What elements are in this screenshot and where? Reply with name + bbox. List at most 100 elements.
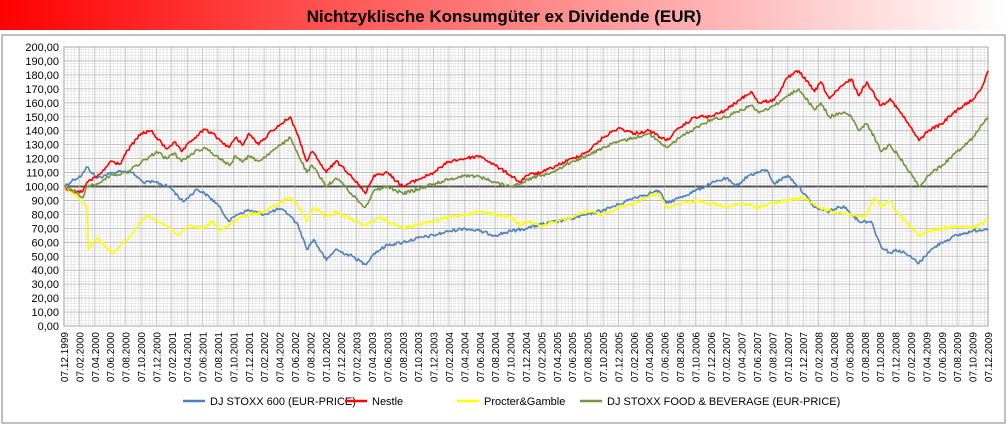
x-tick-label: 07.12.2008 <box>892 332 903 382</box>
x-tick-label: 07.04.2005 <box>553 332 564 382</box>
y-tick-label: 170,00 <box>25 84 59 96</box>
x-tick-label: 07.02.2004 <box>445 332 456 382</box>
x-tick-label: 07.08.2002 <box>306 332 317 382</box>
x-tick-label: 07.12.2002 <box>337 332 348 382</box>
x-tick-label: 07.02.2002 <box>260 332 271 382</box>
x-tick-label: 07.12.2009 <box>984 332 995 382</box>
x-tick-label: 07.10.2005 <box>599 332 610 382</box>
x-tick-label: 07.06.2002 <box>291 332 302 382</box>
x-tick-label: 07.12.2004 <box>522 332 533 382</box>
y-tick-label: 0,00 <box>38 321 59 333</box>
x-tick-label: 07.04.2001 <box>183 332 194 382</box>
y-tick-label: 40,00 <box>31 265 59 277</box>
x-tick-label: 07.10.2002 <box>322 332 333 382</box>
x-tick-label: 07.02.2007 <box>722 332 733 382</box>
x-tick-label: 07.04.2007 <box>738 332 749 382</box>
x-tick-label: 07.06.2007 <box>753 332 764 382</box>
x-tick-label: 07.10.2004 <box>507 332 518 382</box>
x-tick-label: 07.06.2000 <box>106 332 117 382</box>
y-tick-label: 110,00 <box>26 168 59 180</box>
legend-label: Nestle <box>372 396 403 408</box>
y-tick-label: 120,00 <box>25 154 59 166</box>
x-tick-label: 07.06.2006 <box>661 332 672 382</box>
x-tick-label: 07.08.2005 <box>584 332 595 382</box>
y-tick-label: 130,00 <box>25 140 59 152</box>
x-tick-label: 07.04.2008 <box>830 332 841 382</box>
x-tick-label: 07.02.2005 <box>537 332 548 382</box>
x-tick-label: 07.04.2004 <box>460 332 471 382</box>
x-tick-label: 07.08.2006 <box>676 332 687 382</box>
x-tick-label: 07.06.2008 <box>845 332 856 382</box>
x-tick-label: 07.06.2001 <box>199 332 210 382</box>
x-tick-label: 07.10.2001 <box>229 332 240 382</box>
x-tick-label: 07.04.2006 <box>645 332 656 382</box>
x-tick-label: 07.08.2003 <box>399 332 410 382</box>
series-line-0 <box>63 166 989 266</box>
x-tick-label: 07.02.2003 <box>353 332 364 382</box>
x-tick-label: 07.10.2009 <box>969 332 980 382</box>
x-tick-labels: 07.12.1999 07.02.2000 07.04.2000 07.06.2000… <box>60 332 995 382</box>
legend-label: DJ STOXX 600 (EUR-PRICE) <box>210 396 356 408</box>
y-tick-label: 90,00 <box>31 195 59 207</box>
x-tick-label: 07.02.2001 <box>168 332 179 382</box>
x-tick-label: 07.06.2004 <box>476 332 487 382</box>
y-tick-label: 200,00 <box>25 42 59 54</box>
y-tick-label: 150,00 <box>25 112 59 124</box>
y-tick-label: 30,00 <box>31 279 59 291</box>
chart-title: Nichtzyklische Konsumgüter ex Dividende … <box>307 7 702 26</box>
series-line-2 <box>63 185 989 255</box>
grid-layer <box>63 46 989 327</box>
legend: DJ STOXX 600 (EUR-PRICE) Nestle Procter&Ga… <box>183 396 840 408</box>
y-tick-label: 80,00 <box>31 209 59 221</box>
x-tick-label: 07.10.2003 <box>414 332 425 382</box>
x-tick-label: 07.08.2007 <box>768 332 779 382</box>
y-tick-label: 180,00 <box>25 70 59 82</box>
y-tick-labels: 0,00 10,00 20,00 30,00 40,00 50,00 60,00 70,00 8… <box>25 42 59 333</box>
x-tick-label: 07.08.2008 <box>861 332 872 382</box>
x-tick-label: 07.12.2007 <box>799 332 810 382</box>
chart-frame <box>1 34 1006 424</box>
x-tick-label: 07.02.2006 <box>630 332 641 382</box>
x-tick-label: 07.10.2007 <box>784 332 795 382</box>
x-tick-label: 07.12.2003 <box>430 332 441 382</box>
x-tick-label: 07.02.2000 <box>75 332 86 382</box>
x-tick-label: 07.08.2009 <box>953 332 964 382</box>
y-tick-label: 10,00 <box>31 307 59 319</box>
x-tick-label: 07.10.2000 <box>137 332 148 382</box>
legend-label: Procter&Gamble <box>484 396 565 408</box>
y-tick-label: 70,00 <box>31 223 59 235</box>
x-tick-label: 07.12.2005 <box>614 332 625 382</box>
x-tick-label: 07.02.2008 <box>815 332 826 382</box>
x-tick-label: 07.02.2009 <box>907 332 918 382</box>
x-tick-label: 07.08.2001 <box>214 332 225 382</box>
x-tick-label: 07.06.2003 <box>383 332 394 382</box>
x-tick-label: 07.08.2000 <box>122 332 133 382</box>
y-tick-label: 100,00 <box>25 182 59 194</box>
y-tick-label: 190,00 <box>25 56 59 68</box>
series-line-3 <box>63 88 989 209</box>
y-tick-label: 140,00 <box>25 126 59 138</box>
y-tick-label: 160,00 <box>25 98 59 110</box>
x-tick-label: 07.10.2008 <box>876 332 887 382</box>
x-tick-label: 07.04.2002 <box>276 332 287 382</box>
x-tick-label: 07.06.2005 <box>568 332 579 382</box>
series-line-1 <box>63 69 989 195</box>
x-tick-label: 07.12.1999 <box>60 332 71 382</box>
x-tick-label: 07.04.2009 <box>922 332 933 382</box>
y-tick-label: 20,00 <box>31 293 59 305</box>
x-tick-label: 07.12.2000 <box>152 332 163 382</box>
x-tick-label: 07.04.2003 <box>368 332 379 382</box>
series-layer <box>63 69 989 266</box>
x-tick-label: 07.06.2009 <box>938 332 949 382</box>
x-tick-label: 07.04.2000 <box>91 332 102 382</box>
x-tick-label: 07.08.2004 <box>491 332 502 382</box>
x-tick-label: 07.12.2001 <box>245 332 256 382</box>
x-tick-label: 07.12.2006 <box>707 332 718 382</box>
y-tick-label: 50,00 <box>31 251 59 263</box>
x-tick-label: 07.10.2006 <box>691 332 702 382</box>
title-bar <box>0 0 1008 30</box>
y-tick-label: 60,00 <box>31 237 59 249</box>
legend-label: DJ STOXX FOOD & BEVERAGE (EUR-PRICE) <box>607 396 840 408</box>
